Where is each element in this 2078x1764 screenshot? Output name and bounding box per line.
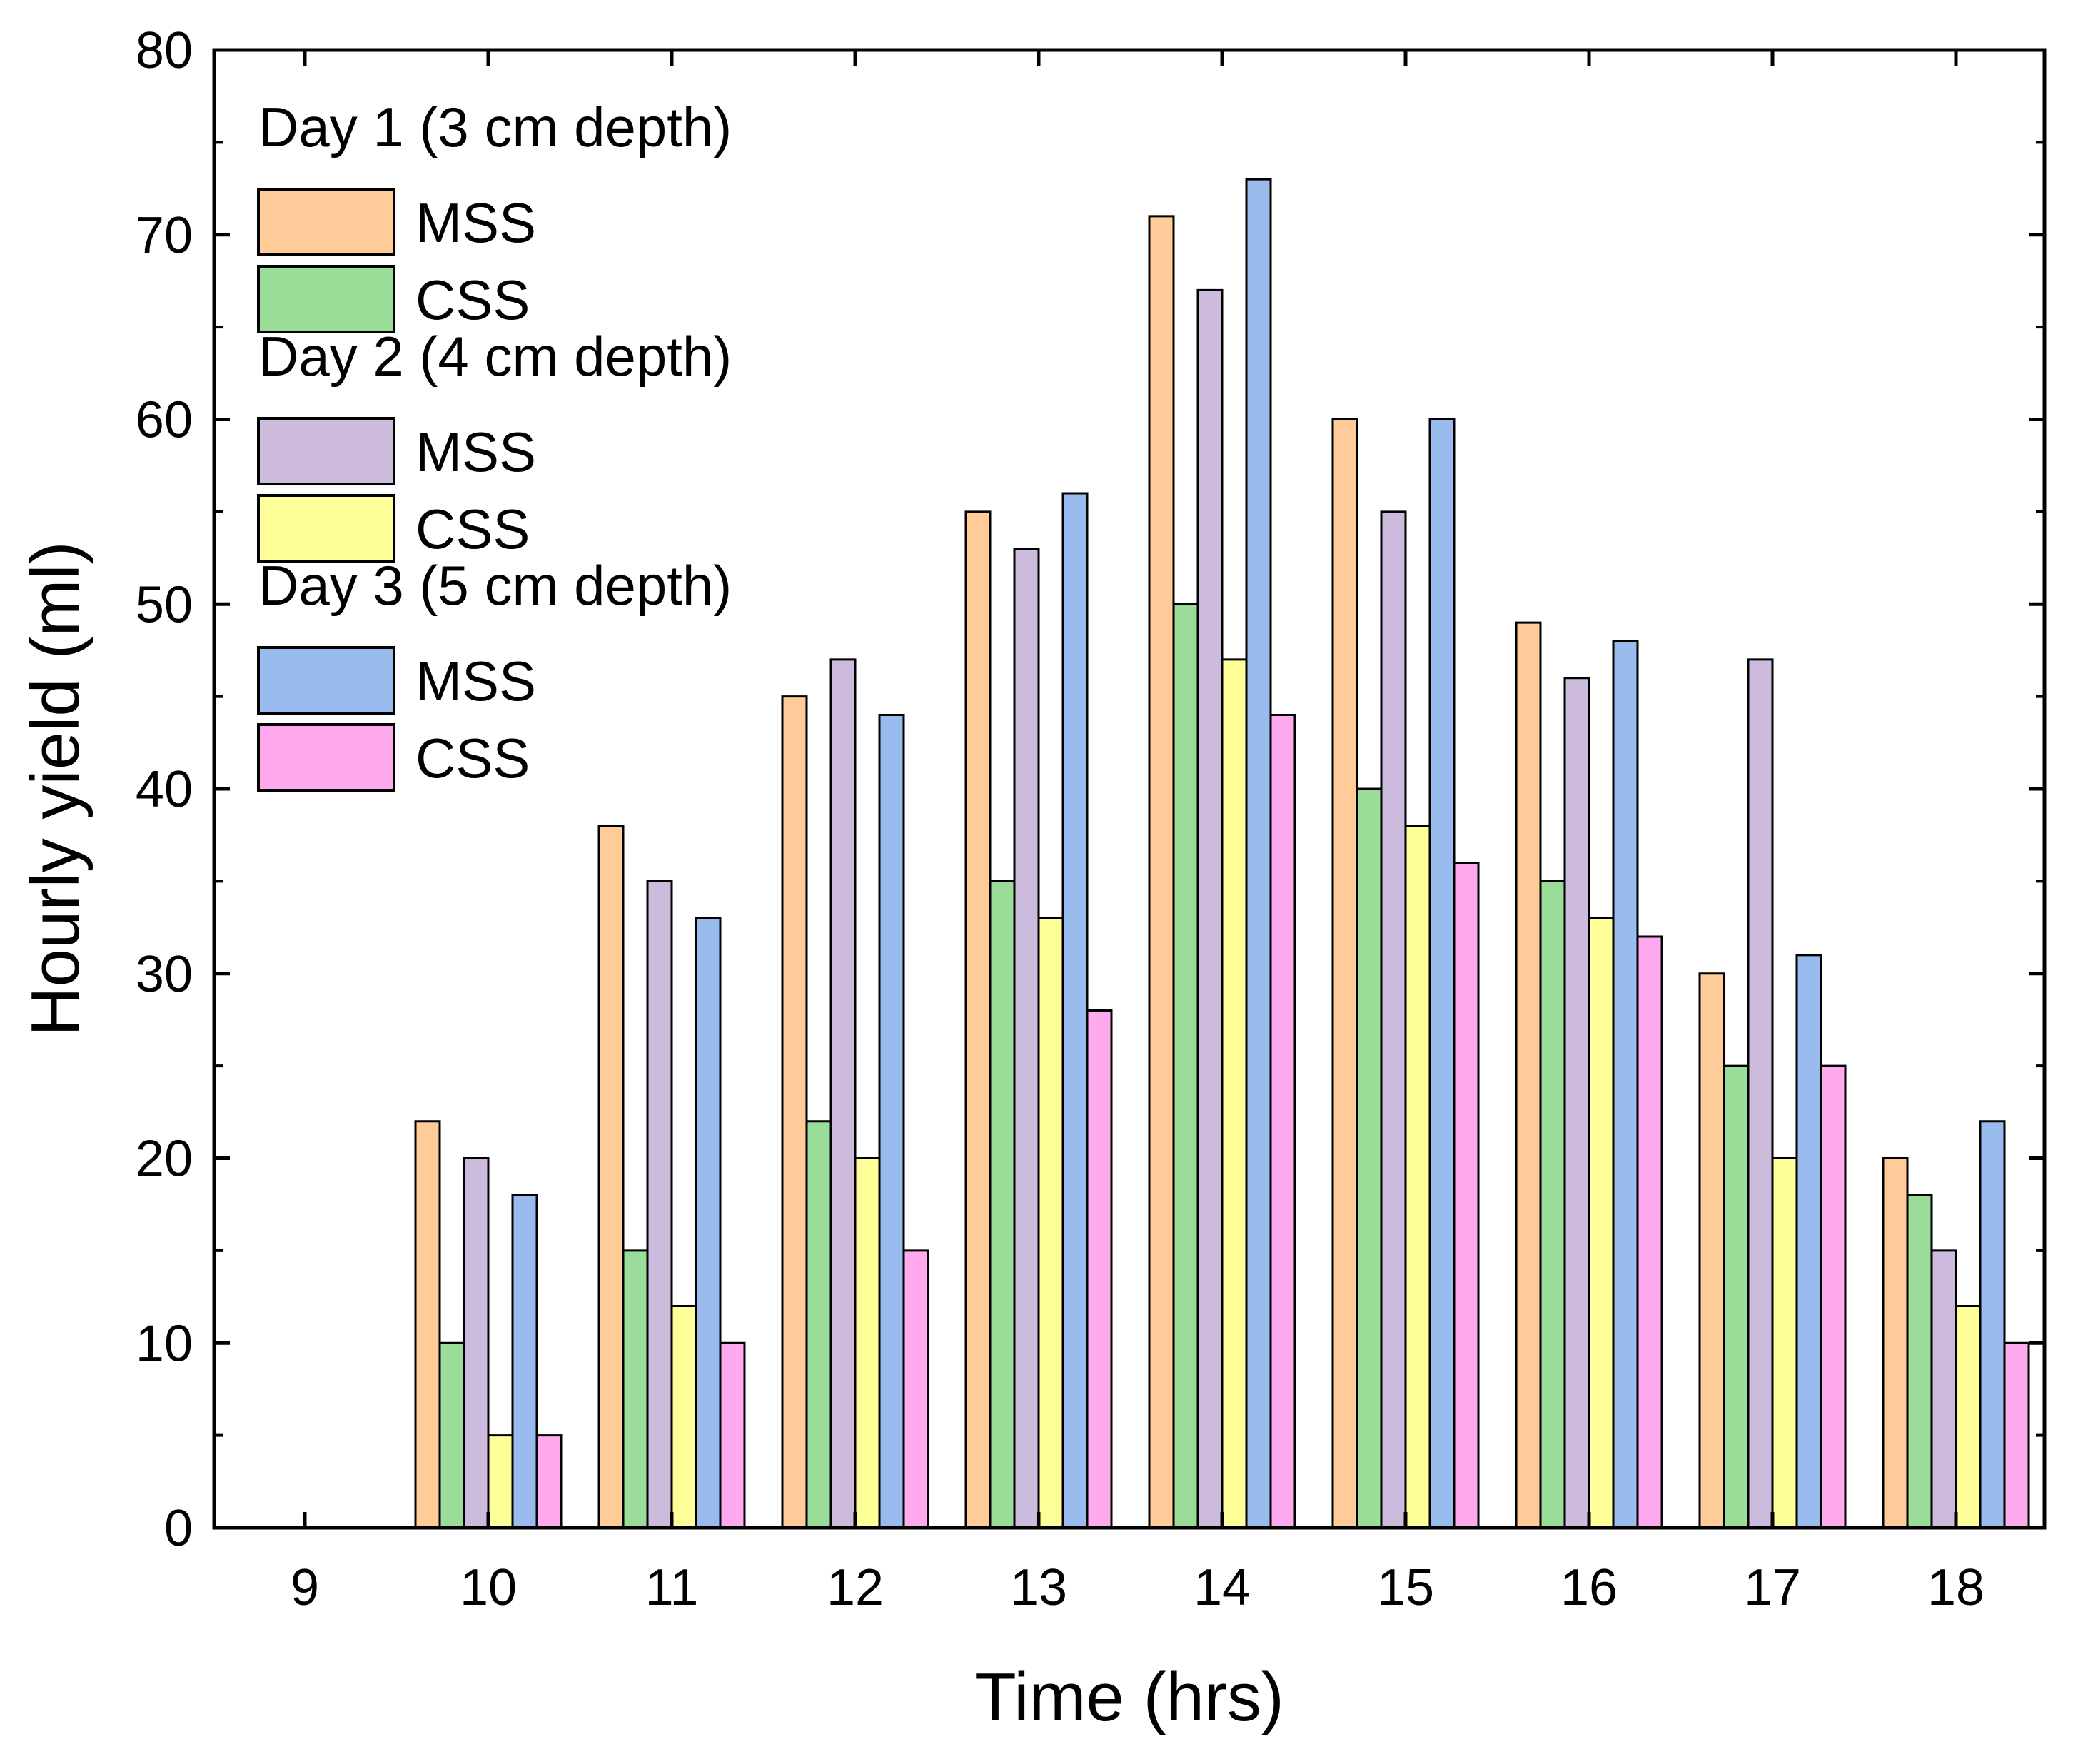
ticks-layer: 0 10 20 30 40 50 60 70 80 9 10 11 12 13 14 15 16 17 18 <box>136 22 2044 1616</box>
bar-day-2-mss-10 <box>463 1157 490 1529</box>
bar-day-3-css-17 <box>1820 1064 1847 1529</box>
bar-day-1-css-12 <box>805 1120 832 1529</box>
legend-label: CSS <box>415 498 530 560</box>
x-tick-label: 12 <box>827 1559 884 1616</box>
bar-day-2-mss-18 <box>1930 1249 1957 1529</box>
y-tick-label: 30 <box>136 946 193 1003</box>
bar-day-3-css-16 <box>1636 935 1663 1529</box>
bar-day-3-mss-13 <box>1061 492 1089 1529</box>
y-tick-label: 40 <box>136 761 193 818</box>
y-axis-title: Hourly yield (ml) <box>17 541 94 1036</box>
bar-day-3-css-12 <box>902 1249 929 1529</box>
bar-day-2-css-16 <box>1588 917 1615 1529</box>
bar-day-1-css-11 <box>622 1249 649 1529</box>
bar-day-2-mss-13 <box>1013 548 1040 1529</box>
bar-day-2-css-13 <box>1037 917 1064 1529</box>
bar-day-3-mss-14 <box>1245 178 1272 1529</box>
legend-label: CSS <box>415 268 530 331</box>
bar-day-3-mss-17 <box>1795 954 1822 1529</box>
bar-day-2-mss-12 <box>829 658 857 1529</box>
legend-label: CSS <box>415 727 530 790</box>
bar-day-1-css-17 <box>1723 1064 1750 1529</box>
x-tick-label: 17 <box>1744 1559 1801 1616</box>
x-tick-label: 14 <box>1194 1559 1251 1616</box>
bar-day-1-mss-10 <box>414 1120 441 1529</box>
bar-day-3-mss-15 <box>1428 418 1456 1529</box>
y-tick-label: 50 <box>136 576 193 633</box>
bar-day-1-mss-13 <box>964 510 992 1529</box>
bar-day-1-css-13 <box>989 880 1016 1529</box>
bar-day-2-mss-16 <box>1563 677 1590 1529</box>
bar-day-2-css-10 <box>487 1434 514 1529</box>
x-tick-label: 10 <box>460 1559 517 1616</box>
y-tick-label: 80 <box>136 22 193 79</box>
bar-day-2-css-11 <box>670 1305 697 1529</box>
bar-day-2-mss-17 <box>1747 658 1774 1529</box>
bar-day-3-mss-10 <box>511 1194 538 1529</box>
legend-swatch <box>257 417 395 485</box>
bar-day-1-mss-15 <box>1331 418 1358 1529</box>
legend-swatch <box>257 188 395 256</box>
bar-day-1-css-10 <box>438 1341 465 1529</box>
bar-day-3-css-18 <box>2003 1341 2030 1529</box>
bar-day-3-mss-11 <box>695 917 722 1529</box>
bar-day-1-mss-11 <box>597 825 625 1529</box>
x-tick-label: 15 <box>1377 1559 1434 1616</box>
legend-label: MSS <box>415 191 536 254</box>
bar-day-2-css-17 <box>1771 1157 1798 1529</box>
y-tick-label: 70 <box>136 207 193 264</box>
bar-day-3-mss-16 <box>1612 640 1639 1529</box>
bar-day-1-css-15 <box>1356 787 1383 1529</box>
x-tick-label: 16 <box>1560 1559 1618 1616</box>
bar-day-2-css-15 <box>1404 825 1431 1529</box>
bar-day-1-css-16 <box>1539 880 1566 1529</box>
y-tick-label: 10 <box>136 1315 193 1372</box>
bar-day-2-css-18 <box>1955 1305 1982 1529</box>
bar-day-3-mss-12 <box>878 714 905 1529</box>
bar-day-3-css-10 <box>535 1434 563 1529</box>
legend-label: MSS <box>415 420 536 483</box>
x-axis-title: Time (hrs) <box>974 1659 1284 1735</box>
bar-day-1-css-14 <box>1172 603 1199 1529</box>
x-tick-label: 11 <box>645 1559 699 1616</box>
bar-day-1-css-18 <box>1906 1194 1933 1529</box>
bar-day-2-css-14 <box>1221 658 1248 1529</box>
bar-day-3-mss-18 <box>1979 1120 2006 1529</box>
bar-day-1-mss-17 <box>1698 972 1725 1529</box>
y-tick-label: 0 <box>164 1500 193 1557</box>
legend-swatch <box>257 494 395 563</box>
x-tick-label: 9 <box>291 1559 319 1616</box>
legend-group-title: Day 3 (5 cm depth) <box>258 554 732 617</box>
y-tick-label: 60 <box>136 392 193 449</box>
bar-day-2-mss-14 <box>1196 288 1224 1529</box>
legend-label: MSS <box>415 650 536 712</box>
x-tick-label: 18 <box>1927 1559 1984 1616</box>
bar-day-1-mss-16 <box>1515 621 1542 1529</box>
legend-swatch <box>257 646 395 715</box>
bar-day-3-css-13 <box>1086 1009 1113 1529</box>
bar-day-1-mss-14 <box>1148 215 1175 1529</box>
legend-swatch <box>257 723 395 792</box>
bars-layer <box>414 178 2030 1529</box>
legend-group-title: Day 2 (4 cm depth) <box>258 325 732 388</box>
bar-day-2-css-12 <box>854 1157 881 1529</box>
bar-day-3-css-14 <box>1269 714 1296 1529</box>
bar-day-1-mss-12 <box>781 695 808 1529</box>
bar-day-3-css-15 <box>1453 862 1480 1529</box>
legend-swatch <box>257 265 395 333</box>
bar-day-1-mss-18 <box>1882 1157 1909 1529</box>
bar-day-3-css-11 <box>719 1341 746 1529</box>
bar-day-2-mss-11 <box>646 880 673 1529</box>
y-tick-label: 20 <box>136 1131 193 1188</box>
legend-group-title: Day 1 (3 cm depth) <box>258 96 732 158</box>
bar-day-2-mss-15 <box>1380 510 1407 1529</box>
x-tick-label: 13 <box>1010 1559 1067 1616</box>
